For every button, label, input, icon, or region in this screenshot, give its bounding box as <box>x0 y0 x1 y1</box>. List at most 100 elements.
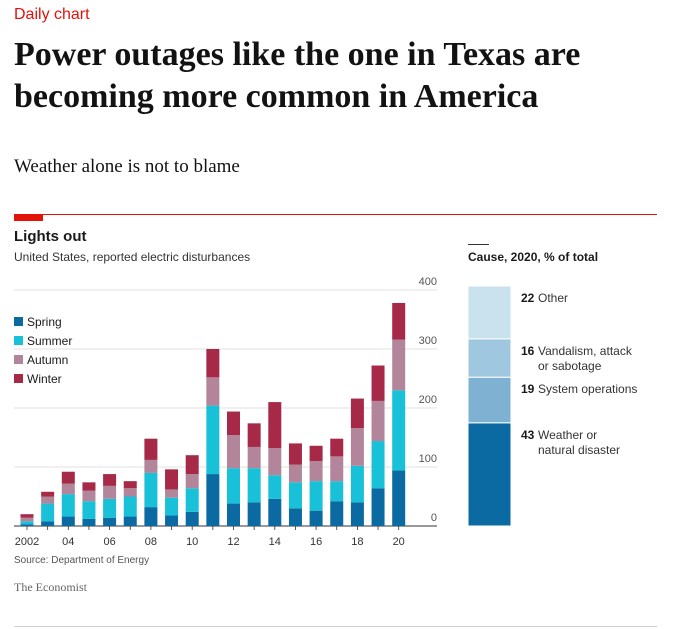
bar-spring-2004 <box>61 516 75 526</box>
cause-label-1-line-0: System operations <box>538 382 637 396</box>
bar-winter-2019 <box>371 365 385 401</box>
bar-spring-2005 <box>82 518 96 526</box>
bar-summer-2014 <box>268 475 282 499</box>
bar-spring-2008 <box>144 507 158 526</box>
bar-spring-2013 <box>247 502 261 526</box>
cause-value-0: 43 <box>521 428 535 442</box>
bar-autumn-2015 <box>288 464 302 483</box>
bar-autumn-2002 <box>20 517 34 522</box>
x-tick-label-2012: 12 <box>227 536 239 548</box>
y-tick-label-400: 400 <box>419 276 437 288</box>
x-tick-label-2006: 06 <box>103 536 115 548</box>
cause-label-0-line-1: natural disaster <box>538 443 620 457</box>
bar-summer-2013 <box>247 468 261 503</box>
x-tick-label-2004: 04 <box>62 536 74 548</box>
bar-spring-2020 <box>392 470 406 526</box>
y-tick-label-100: 100 <box>419 453 437 465</box>
bar-winter-2007 <box>123 481 137 489</box>
bar-summer-2012 <box>227 468 240 504</box>
cause-segment-3 <box>467 285 512 340</box>
x-tick-label-2002: 2002 <box>15 536 39 548</box>
bar-spring-2009 <box>165 515 179 526</box>
bar-summer-2015 <box>288 482 302 509</box>
cause-value-3: 22 <box>521 291 535 305</box>
bar-winter-2017 <box>330 438 344 457</box>
bar-autumn-2004 <box>61 483 75 495</box>
bar-spring-2010 <box>185 511 199 526</box>
legend-item-spring: Spring <box>14 312 72 331</box>
kicker-label[interactable]: Daily chart <box>14 6 90 23</box>
cause-segment-0 <box>467 422 512 527</box>
cause-label-2-line-0: Vandalism, attack <box>538 344 633 358</box>
bar-winter-2010 <box>185 455 199 475</box>
bottom-rule <box>14 626 657 627</box>
bar-summer-2017 <box>330 481 344 502</box>
bar-summer-2004 <box>61 494 75 517</box>
bar-spring-2018 <box>350 502 364 526</box>
cause-title-rule <box>468 244 489 245</box>
bar-winter-2012 <box>227 411 240 436</box>
bar-spring-2002 <box>20 524 34 526</box>
x-tick-label-2016: 16 <box>310 536 322 548</box>
bar-spring-2012 <box>227 503 240 526</box>
chart-title: Lights out <box>14 228 87 245</box>
standfirst: Weather alone is not to blame <box>14 156 240 177</box>
bar-summer-2019 <box>371 441 385 489</box>
bar-spring-2003 <box>41 521 55 526</box>
bar-summer-2002 <box>20 521 34 525</box>
bar-winter-2016 <box>309 445 323 462</box>
bar-summer-2008 <box>144 472 158 508</box>
bar-summer-2006 <box>103 498 117 518</box>
bar-summer-2003 <box>41 503 55 522</box>
x-tick-label-2020: 20 <box>393 536 405 548</box>
x-tick-label-2010: 10 <box>186 536 198 548</box>
bar-autumn-2014 <box>268 448 282 476</box>
legend-swatch-summer <box>14 336 23 345</box>
chart-subtitle: United States, reported electric disturb… <box>14 250 251 264</box>
bar-autumn-2009 <box>165 489 179 498</box>
bar-summer-2005 <box>82 501 96 519</box>
legend-label-summer: Summer <box>27 333 73 348</box>
bar-autumn-2008 <box>144 459 158 473</box>
bar-autumn-2020 <box>392 339 406 391</box>
bar-winter-2018 <box>350 398 364 429</box>
legend-swatch-autumn <box>14 355 23 364</box>
bar-spring-2017 <box>330 501 344 526</box>
bar-autumn-2016 <box>309 461 323 482</box>
x-tick-label-2018: 18 <box>351 536 363 548</box>
chart-rule-tag <box>14 214 43 221</box>
bar-autumn-2012 <box>227 435 240 469</box>
x-tick-label-2014: 14 <box>269 536 281 548</box>
chart-top-rule <box>14 214 657 215</box>
bar-summer-2007 <box>123 496 137 517</box>
cause-segment-2 <box>467 338 512 378</box>
bar-winter-2006 <box>103 474 117 486</box>
bar-autumn-2007 <box>123 488 137 497</box>
y-tick-label-300: 300 <box>419 335 437 347</box>
headline: Power outages like the one in Texas are … <box>14 36 581 115</box>
bar-autumn-2010 <box>185 474 199 489</box>
bar-winter-2015 <box>288 443 302 465</box>
chart-legend: Spring Summer Autumn Winter <box>14 312 72 388</box>
bar-winter-2020 <box>392 302 406 340</box>
bar-spring-2006 <box>103 517 117 526</box>
bar-autumn-2013 <box>247 446 261 469</box>
cause-value-2: 16 <box>521 344 535 358</box>
bar-autumn-2019 <box>371 400 385 442</box>
bar-autumn-2006 <box>103 485 117 499</box>
bar-winter-2003 <box>41 491 55 497</box>
source-note: Source: Department of Energy <box>14 555 150 566</box>
cause-label-2-line-1: or sabotage <box>538 359 602 373</box>
bar-spring-2019 <box>371 488 385 526</box>
legend-item-autumn: Autumn <box>14 350 72 369</box>
bar-winter-2011 <box>206 349 220 378</box>
bar-summer-2009 <box>165 497 179 516</box>
bar-summer-2010 <box>185 488 199 512</box>
bar-winter-2005 <box>82 482 96 491</box>
bar-autumn-2011 <box>206 377 220 406</box>
bar-spring-2011 <box>206 474 220 526</box>
cause-label-3-line-0: Other <box>538 291 568 305</box>
bar-winter-2014 <box>268 402 282 449</box>
y-tick-label-0: 0 <box>431 512 437 524</box>
bar-spring-2007 <box>123 516 137 526</box>
